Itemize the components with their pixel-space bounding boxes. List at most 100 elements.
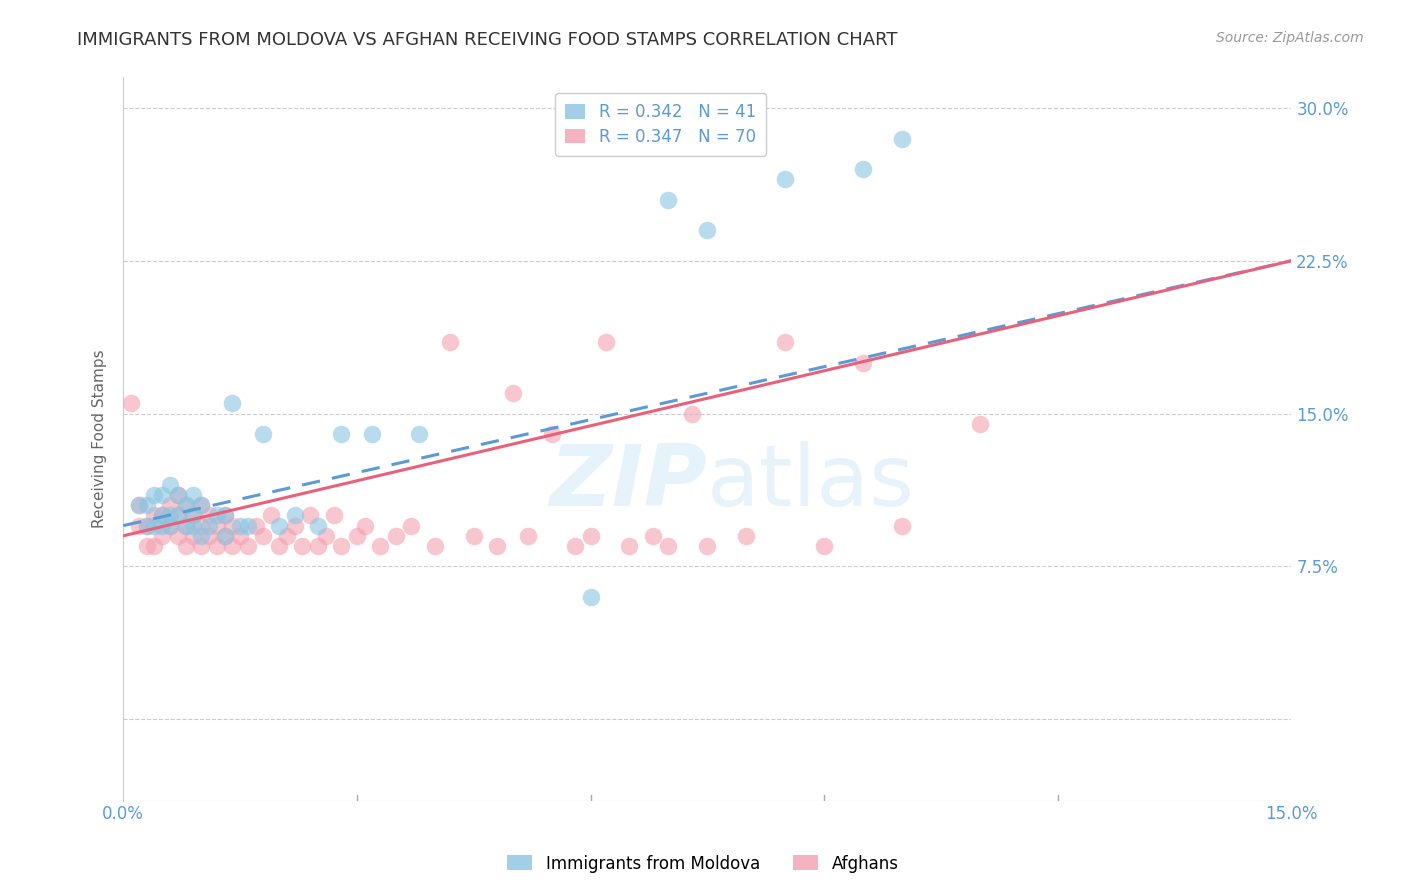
Point bbox=[284, 508, 307, 523]
Point bbox=[183, 529, 205, 543]
Text: atlas: atlas bbox=[707, 441, 915, 524]
Point bbox=[159, 478, 181, 492]
Point bbox=[486, 539, 509, 553]
Point bbox=[236, 518, 259, 533]
Point bbox=[190, 498, 212, 512]
Point bbox=[540, 426, 562, 441]
Point bbox=[229, 518, 252, 533]
Point bbox=[143, 508, 166, 523]
Point bbox=[190, 518, 212, 533]
Point bbox=[143, 488, 166, 502]
Point bbox=[214, 529, 236, 543]
Point bbox=[291, 539, 314, 553]
Point bbox=[891, 131, 914, 145]
Point bbox=[252, 529, 274, 543]
Point bbox=[657, 193, 679, 207]
Point bbox=[260, 508, 283, 523]
Point bbox=[174, 498, 197, 512]
Point bbox=[214, 508, 236, 523]
Point bbox=[401, 518, 423, 533]
Point bbox=[502, 386, 524, 401]
Point bbox=[564, 539, 586, 553]
Point bbox=[408, 426, 430, 441]
Point bbox=[174, 539, 197, 553]
Point bbox=[852, 356, 875, 370]
Point bbox=[276, 529, 298, 543]
Point bbox=[150, 488, 173, 502]
Point bbox=[159, 518, 181, 533]
Point bbox=[150, 508, 173, 523]
Legend: R = 0.342   N = 41, R = 0.347   N = 70: R = 0.342 N = 41, R = 0.347 N = 70 bbox=[555, 93, 766, 156]
Point bbox=[696, 539, 718, 553]
Point bbox=[307, 539, 329, 553]
Point bbox=[198, 508, 221, 523]
Point bbox=[463, 529, 485, 543]
Point bbox=[221, 539, 243, 553]
Point bbox=[120, 396, 142, 410]
Point bbox=[735, 131, 758, 145]
Point bbox=[135, 518, 157, 533]
Point bbox=[166, 488, 188, 502]
Point bbox=[346, 529, 368, 543]
Point bbox=[330, 426, 353, 441]
Point bbox=[595, 335, 617, 350]
Point bbox=[205, 508, 228, 523]
Point bbox=[579, 590, 602, 604]
Point bbox=[236, 539, 259, 553]
Point bbox=[150, 508, 173, 523]
Point bbox=[641, 529, 664, 543]
Point bbox=[150, 518, 173, 533]
Point bbox=[190, 529, 212, 543]
Y-axis label: Receiving Food Stamps: Receiving Food Stamps bbox=[93, 350, 107, 528]
Point bbox=[517, 529, 540, 543]
Point bbox=[128, 518, 150, 533]
Point bbox=[657, 539, 679, 553]
Point bbox=[174, 518, 197, 533]
Point bbox=[166, 529, 188, 543]
Point bbox=[183, 488, 205, 502]
Point bbox=[315, 529, 337, 543]
Point bbox=[159, 508, 181, 523]
Point bbox=[284, 518, 307, 533]
Point bbox=[696, 223, 718, 237]
Text: Source: ZipAtlas.com: Source: ZipAtlas.com bbox=[1216, 31, 1364, 45]
Point bbox=[385, 529, 408, 543]
Point bbox=[190, 539, 212, 553]
Point bbox=[330, 539, 353, 553]
Point bbox=[735, 529, 758, 543]
Text: IMMIGRANTS FROM MOLDOVA VS AFGHAN RECEIVING FOOD STAMPS CORRELATION CHART: IMMIGRANTS FROM MOLDOVA VS AFGHAN RECEIV… bbox=[77, 31, 898, 49]
Point bbox=[322, 508, 344, 523]
Point bbox=[969, 417, 991, 431]
Point bbox=[245, 518, 267, 533]
Point bbox=[439, 335, 461, 350]
Point bbox=[221, 396, 243, 410]
Point bbox=[214, 508, 236, 523]
Point bbox=[681, 407, 703, 421]
Point bbox=[174, 498, 197, 512]
Point bbox=[579, 529, 602, 543]
Point bbox=[174, 518, 197, 533]
Point bbox=[143, 539, 166, 553]
Point bbox=[198, 529, 221, 543]
Point bbox=[813, 539, 835, 553]
Point bbox=[221, 518, 243, 533]
Point bbox=[361, 426, 384, 441]
Point bbox=[252, 426, 274, 441]
Point bbox=[205, 518, 228, 533]
Point bbox=[166, 488, 188, 502]
Point bbox=[183, 518, 205, 533]
Point bbox=[205, 539, 228, 553]
Point bbox=[423, 539, 446, 553]
Point bbox=[183, 508, 205, 523]
Point bbox=[773, 335, 796, 350]
Point bbox=[135, 518, 157, 533]
Point bbox=[198, 518, 221, 533]
Point bbox=[135, 539, 157, 553]
Point bbox=[159, 518, 181, 533]
Point bbox=[214, 529, 236, 543]
Point bbox=[267, 518, 290, 533]
Point bbox=[852, 162, 875, 177]
Point bbox=[267, 539, 290, 553]
Point bbox=[183, 508, 205, 523]
Point bbox=[307, 518, 329, 533]
